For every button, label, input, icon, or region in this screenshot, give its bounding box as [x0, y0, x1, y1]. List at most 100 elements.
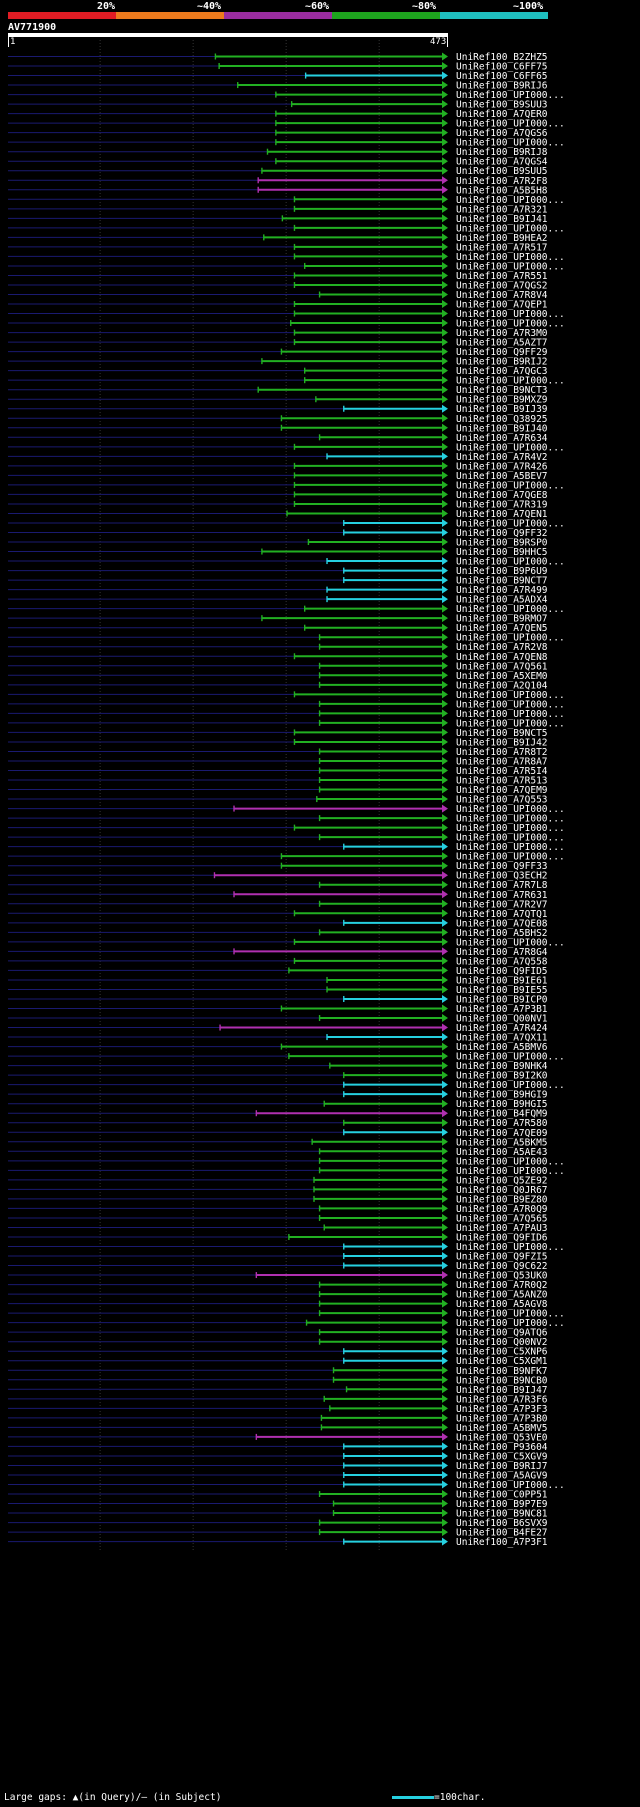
hit-label[interactable]: UniRef100_Q5ZE92	[456, 1175, 548, 1186]
hit-label[interactable]: UniRef100_B4FE27	[456, 1528, 548, 1539]
hit-label[interactable]: UniRef100_Q53UK0	[456, 1271, 548, 1282]
hit-label[interactable]: UniRef100_A7QEM9	[456, 785, 548, 796]
hit-row[interactable]: UniRef100_Q00NV1	[8, 1014, 548, 1025]
hit-label[interactable]: UniRef100_UPI000...	[456, 1242, 565, 1253]
hit-label[interactable]: UniRef100_UPI000...	[456, 319, 565, 330]
hit-label[interactable]: UniRef100_B9EZ80	[456, 1194, 548, 1205]
hit-label[interactable]: UniRef100_B9RSP0	[456, 538, 548, 549]
hit-row[interactable]: UniRef100_UPI000...	[8, 1080, 565, 1091]
hit-label[interactable]: UniRef100_UPI000...	[456, 309, 565, 320]
hit-label[interactable]: UniRef100_UPI000...	[456, 252, 565, 263]
hit-row[interactable]: UniRef100_A5BMV5	[8, 1423, 548, 1434]
hit-row[interactable]: UniRef100_A7R634	[8, 433, 548, 444]
hit-row[interactable]: UniRef100_B9NCB0	[8, 1375, 548, 1386]
hit-row[interactable]: UniRef100_A7R631	[8, 890, 548, 901]
hit-row[interactable]: UniRef100_B9RIJ8	[8, 147, 548, 158]
hit-row[interactable]: UniRef100_UPI000...	[8, 1318, 565, 1329]
hit-row[interactable]: UniRef100_B9MXZ9	[8, 395, 548, 406]
hit-row[interactable]: UniRef100_B9IE55	[8, 985, 548, 996]
hit-row[interactable]: UniRef100_UPI000...	[8, 709, 565, 720]
hit-row[interactable]: UniRef100_A2Q104	[8, 680, 548, 691]
hit-row[interactable]: UniRef100_A7R3M0	[8, 328, 548, 339]
hit-row[interactable]: UniRef100_B9IJ40	[8, 423, 548, 434]
hit-label[interactable]: UniRef100_B9IE55	[456, 985, 548, 996]
hit-label[interactable]: UniRef100_Q9ATQ6	[456, 1328, 548, 1339]
hit-row[interactable]: UniRef100_B9SUU5	[8, 166, 548, 177]
hit-label[interactable]: UniRef100_Q0JR67	[456, 1185, 548, 1196]
hit-label[interactable]: UniRef100_UPI000...	[456, 1480, 565, 1491]
hit-row[interactable]: UniRef100_A7R5I4	[8, 766, 548, 777]
hit-label[interactable]: UniRef100_A7QEN1	[456, 509, 548, 520]
hit-row[interactable]: UniRef100_B9IJ47	[8, 1385, 548, 1396]
hit-label[interactable]: UniRef100_B9NHK4	[456, 1061, 548, 1072]
hit-label[interactable]: UniRef100_UPI000...	[456, 557, 565, 568]
hit-row[interactable]: UniRef100_A7QE08	[8, 918, 548, 929]
hit-row[interactable]: UniRef100_UPI000...	[8, 833, 565, 844]
hit-label[interactable]: UniRef100_A7R8T2	[456, 747, 548, 758]
hit-row[interactable]: UniRef100_B9NC81	[8, 1509, 548, 1520]
hit-label[interactable]: UniRef100_C5XNP6	[456, 1347, 548, 1358]
hit-row[interactable]: UniRef100_B9ICP0	[8, 994, 548, 1005]
hit-label[interactable]: UniRef100_B9HEA2	[456, 233, 548, 244]
hit-row[interactable]: UniRef100_A5BMV6	[8, 1042, 548, 1053]
hit-label[interactable]: UniRef100_UPI000...	[456, 1080, 565, 1091]
hit-label[interactable]: UniRef100_B9P7E9	[456, 1499, 548, 1510]
hit-label[interactable]: UniRef100_A7R551	[456, 271, 548, 282]
hit-label[interactable]: UniRef100_A5AZT7	[456, 338, 548, 349]
hit-row[interactable]: UniRef100_A7R3F6	[8, 1394, 548, 1405]
hit-row[interactable]: UniRef100_B9I2K0	[8, 1071, 548, 1082]
hit-label[interactable]: UniRef100_Q9C622	[456, 1261, 548, 1272]
hit-row[interactable]: UniRef100_A7PAU3	[8, 1223, 548, 1234]
hit-label[interactable]: UniRef100_UPI000...	[456, 604, 565, 615]
hit-row[interactable]: UniRef100_UPI000...	[8, 699, 565, 710]
hit-row[interactable]: UniRef100_A5AZT7	[8, 338, 548, 349]
hit-row[interactable]: UniRef100_UPI000...	[8, 90, 565, 101]
hit-row[interactable]: UniRef100_UPI000...	[8, 252, 565, 263]
hit-row[interactable]: UniRef100_A7R321	[8, 204, 548, 215]
hit-row[interactable]: UniRef100_A7R424	[8, 1023, 548, 1034]
hit-label[interactable]: UniRef100_A5AGV9	[456, 1470, 548, 1481]
hit-row[interactable]: UniRef100_A7R499	[8, 585, 548, 596]
hit-label[interactable]: UniRef100_A5BMV5	[456, 1423, 548, 1434]
hit-label[interactable]: UniRef100_C5XGM1	[456, 1356, 548, 1367]
hit-row[interactable]: UniRef100_A5BKM5	[8, 1137, 548, 1148]
hit-label[interactable]: UniRef100_A7QEN8	[456, 652, 548, 663]
hit-row[interactable]: UniRef100_B9NCT7	[8, 576, 548, 587]
hit-label[interactable]: UniRef100_B9NCB0	[456, 1375, 548, 1386]
hit-label[interactable]: UniRef100_A5B5H8	[456, 185, 548, 196]
hit-row[interactable]: UniRef100_B9RIJ2	[8, 357, 548, 368]
hit-row[interactable]: UniRef100_A7QE09	[8, 1128, 548, 1139]
hit-label[interactable]: UniRef100_A5XEM0	[456, 671, 548, 682]
hit-row[interactable]: UniRef100_Q38925	[8, 414, 548, 425]
hit-label[interactable]: UniRef100_B9RIJ6	[456, 81, 548, 92]
hit-row[interactable]: UniRef100_A7Q558	[8, 956, 548, 967]
hit-label[interactable]: UniRef100_A7QX11	[456, 1033, 548, 1044]
hit-label[interactable]: UniRef100_A7P3B0	[456, 1413, 548, 1424]
hit-label[interactable]: UniRef100_A7QGS4	[456, 157, 548, 168]
hit-label[interactable]: UniRef100_B9RIJ2	[456, 357, 548, 368]
hit-label[interactable]: UniRef100_UPI000...	[456, 90, 565, 101]
hit-row[interactable]: UniRef100_B4FQM9	[8, 1109, 548, 1120]
hit-label[interactable]: UniRef100_UPI000...	[456, 852, 565, 863]
hit-row[interactable]: UniRef100_UPI000...	[8, 309, 565, 320]
hit-label[interactable]: UniRef100_A7QEP1	[456, 300, 548, 311]
hit-label[interactable]: UniRef100_B9ICP0	[456, 994, 548, 1005]
hit-row[interactable]: UniRef100_B9IE61	[8, 975, 548, 986]
hit-row[interactable]: UniRef100_A7QEN1	[8, 509, 548, 520]
hit-row[interactable]: UniRef100_A7QGS2	[8, 280, 548, 291]
hit-row[interactable]: UniRef100_B9HGI9	[8, 1090, 548, 1101]
hit-row[interactable]: UniRef100_UPI000...	[8, 1242, 565, 1253]
hit-label[interactable]: UniRef100_A5AE43	[456, 1147, 548, 1158]
hit-row[interactable]: UniRef100_A7QGC3	[8, 366, 548, 377]
hit-label[interactable]: UniRef100_B9NCT5	[456, 728, 548, 739]
hit-label[interactable]: UniRef100_A7R426	[456, 461, 548, 472]
hit-row[interactable]: UniRef100_UPI000...	[8, 138, 565, 149]
hit-row[interactable]: UniRef100_A7R8G4	[8, 947, 548, 958]
hit-label[interactable]: UniRef100_Q00NV2	[456, 1337, 548, 1348]
hit-row[interactable]: UniRef100_B9HEA2	[8, 233, 548, 244]
hit-label[interactable]: UniRef100_Q9FID5	[456, 966, 548, 977]
hit-row[interactable]: UniRef100_A7R2V7	[8, 899, 548, 910]
hit-label[interactable]: UniRef100_UPI000...	[456, 480, 565, 491]
hit-row[interactable]: UniRef100_B9P7E9	[8, 1499, 548, 1510]
hit-label[interactable]: UniRef100_A7R321	[456, 204, 548, 215]
